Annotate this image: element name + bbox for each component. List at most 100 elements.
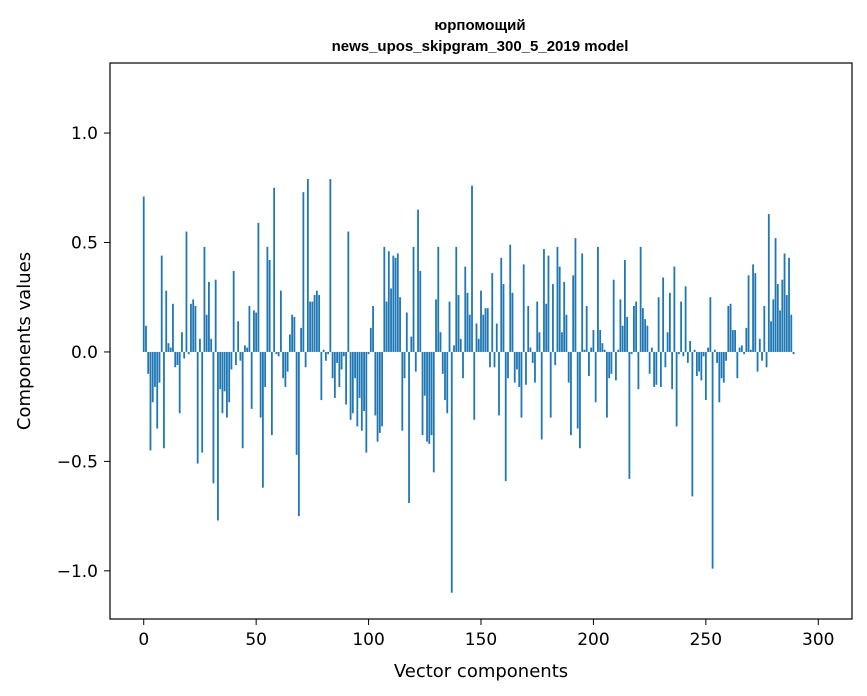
bar	[270, 351, 273, 436]
bar	[313, 295, 316, 352]
bar	[194, 305, 197, 352]
bar	[502, 284, 505, 352]
chart-title: юрпомощий	[434, 17, 525, 34]
bar	[306, 179, 309, 352]
bar	[208, 281, 210, 352]
x-tick-label: 150	[465, 630, 497, 650]
bar	[498, 351, 500, 416]
bar	[459, 338, 462, 352]
bar	[635, 301, 638, 352]
bar	[387, 251, 390, 352]
x-tick-label: 250	[690, 630, 722, 650]
bar	[196, 351, 199, 464]
bar	[592, 330, 595, 352]
bar	[318, 295, 321, 352]
bar	[273, 187, 276, 352]
bar	[785, 295, 788, 352]
bar	[279, 290, 282, 352]
bar	[644, 319, 647, 352]
bar	[342, 351, 345, 357]
bar	[417, 209, 419, 352]
bar	[394, 257, 397, 352]
bar	[774, 238, 777, 352]
bar	[426, 351, 428, 442]
bar	[511, 292, 514, 352]
bar	[693, 349, 696, 352]
bar	[704, 351, 707, 401]
bar	[221, 351, 224, 414]
bar	[284, 351, 287, 387]
bar	[545, 303, 548, 352]
bar	[617, 349, 620, 352]
bar	[513, 351, 516, 383]
bar	[351, 351, 354, 414]
bar	[385, 301, 388, 352]
bar	[731, 330, 734, 352]
bar	[556, 246, 559, 352]
bar	[671, 351, 674, 390]
bar	[713, 349, 716, 352]
y-tick-label: 0.5	[71, 233, 98, 253]
bar	[633, 305, 635, 352]
bar	[419, 270, 422, 352]
bar	[752, 264, 754, 352]
bar	[338, 351, 341, 387]
bar	[315, 290, 318, 352]
bar	[675, 351, 678, 427]
bar	[439, 332, 442, 352]
bar	[441, 351, 444, 374]
bar	[763, 305, 766, 352]
bar	[711, 351, 714, 569]
bars-group	[142, 179, 795, 593]
bar	[650, 347, 653, 352]
bar	[659, 351, 662, 387]
bar	[304, 351, 307, 368]
bar	[554, 351, 557, 366]
bar	[437, 246, 440, 352]
plot-frame	[109, 62, 853, 620]
y-tick-label: 1.0	[71, 124, 98, 144]
bar	[477, 338, 480, 352]
bar	[570, 351, 572, 436]
bar	[612, 279, 615, 352]
bar	[354, 351, 356, 379]
x-axis-ticks: 0 50 100 150 200 250 300	[138, 619, 834, 650]
bar	[241, 351, 244, 449]
bar	[399, 297, 401, 352]
bar	[684, 286, 687, 352]
bar	[176, 351, 179, 366]
bar	[410, 336, 413, 352]
bar	[776, 284, 779, 352]
bar	[657, 297, 660, 352]
bar	[369, 327, 372, 352]
bar	[484, 308, 487, 352]
bar	[725, 351, 727, 361]
bar	[727, 305, 730, 352]
bar	[626, 316, 629, 352]
bar	[356, 351, 359, 427]
bar	[779, 310, 781, 352]
bar	[500, 257, 503, 352]
bar	[736, 351, 739, 379]
bar	[219, 351, 222, 390]
bar	[158, 351, 161, 383]
bar	[695, 351, 698, 377]
y-axis-label: Components values	[14, 252, 35, 430]
bar	[543, 249, 545, 352]
bar	[381, 351, 383, 427]
bar	[486, 308, 489, 352]
bar	[581, 253, 584, 352]
bar	[435, 299, 437, 352]
bar	[493, 351, 496, 368]
bar	[235, 351, 237, 366]
bar	[491, 273, 494, 352]
bar	[147, 351, 150, 374]
bar	[662, 277, 665, 352]
bar	[363, 351, 365, 412]
bar	[686, 351, 689, 363]
bar	[430, 351, 433, 436]
bar	[156, 351, 159, 429]
bar	[169, 347, 172, 352]
bar	[349, 351, 352, 420]
bar	[792, 351, 795, 355]
